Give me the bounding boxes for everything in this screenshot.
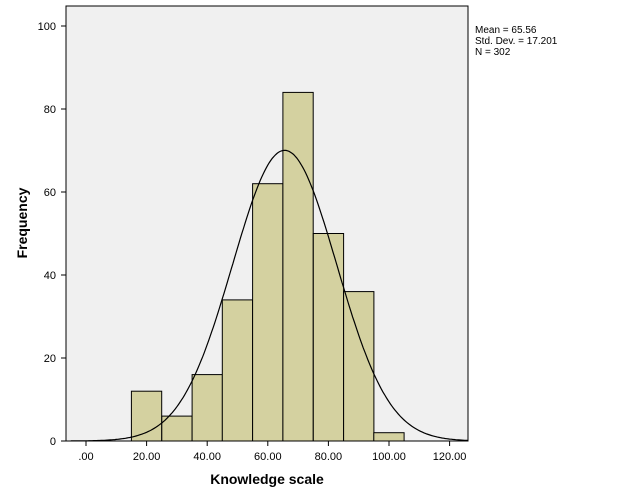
histogram-bar-7 bbox=[312, 233, 345, 442]
histogram-bar-8 bbox=[343, 291, 375, 442]
y-tick-label-3: 60 bbox=[44, 187, 56, 199]
histogram-bar-9 bbox=[373, 432, 405, 442]
histogram-bar-3 bbox=[191, 374, 223, 442]
stats-mean: Mean = 65.56 bbox=[475, 25, 537, 36]
y-axis-title: Frequency bbox=[14, 187, 30, 258]
y-tick-label-5: 100 bbox=[38, 21, 56, 33]
axes-group: .00 20.00 40.00 60.00 80.00 100.00 120.00 0 20 40… bbox=[38, 6, 468, 463]
x-tick-label-0: .00 bbox=[78, 451, 93, 463]
stats-n: N = 302 bbox=[475, 47, 511, 58]
x-tick-label-1: 20.00 bbox=[133, 451, 161, 463]
y-tick-label-4: 80 bbox=[44, 104, 56, 116]
normal-curve bbox=[70, 149, 469, 442]
x-tick-label-6: 120.00 bbox=[433, 451, 467, 463]
histogram-bar-4 bbox=[221, 299, 254, 442]
y-tick-label-0: 0 bbox=[50, 436, 56, 448]
y-tick-label-2: 40 bbox=[44, 270, 56, 282]
stats-legend: Mean = 65.56 Std. Dev. = 17.201 N = 302 bbox=[475, 25, 557, 58]
x-tick-label-5: 100.00 bbox=[372, 451, 406, 463]
histogram-bar-2 bbox=[161, 415, 193, 442]
stats-std-dev: Std. Dev. = 17.201 bbox=[475, 36, 558, 47]
x-tick-label-4: 80.00 bbox=[315, 451, 343, 463]
x-axis-title: Knowledge scale bbox=[210, 471, 324, 487]
histogram-bar-5 bbox=[252, 183, 284, 442]
x-tick-label-3: 60.00 bbox=[254, 451, 282, 463]
x-tick-label-2: 40.00 bbox=[193, 451, 221, 463]
histogram-bar-6 bbox=[282, 91, 314, 442]
y-tick-label-1: 20 bbox=[44, 353, 56, 365]
histogram-bar-1 bbox=[130, 390, 163, 442]
